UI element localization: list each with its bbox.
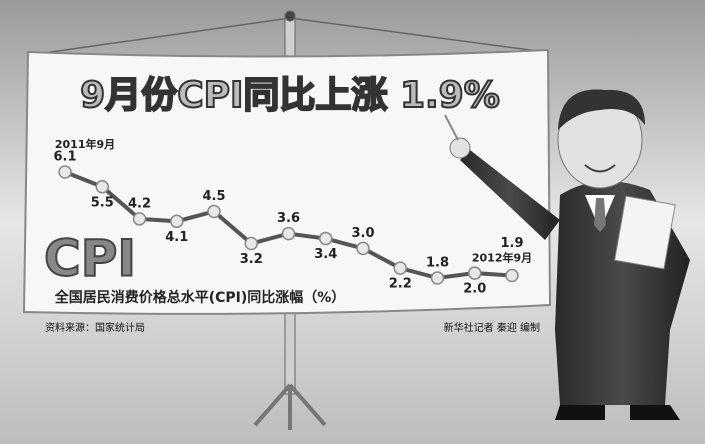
- point: [468, 266, 482, 280]
- point: [430, 271, 445, 285]
- point: [58, 165, 72, 179]
- point: [319, 231, 333, 246]
- chart-title: 9月份CPI同比上涨 1.9%: [80, 75, 500, 116]
- board: [22, 48, 552, 315]
- value-label: 3.4: [314, 247, 337, 262]
- point: [393, 261, 407, 275]
- value-label: 1.9: [500, 236, 523, 251]
- value-label: 4.2: [128, 196, 151, 211]
- value-label: 3.6: [277, 211, 300, 226]
- point: [281, 226, 296, 241]
- value-label: 6.1: [53, 150, 76, 165]
- point: [356, 241, 370, 256]
- point: [505, 268, 519, 283]
- value-label: 2.0: [463, 282, 486, 297]
- point: [95, 180, 109, 194]
- point: [132, 212, 147, 226]
- value-label: 3.0: [351, 226, 374, 241]
- value-label: 2.2: [389, 277, 412, 292]
- source: 资料来源：国家统计局: [45, 321, 145, 334]
- value-label: 3.2: [240, 252, 263, 267]
- logo: CPI: [44, 230, 136, 288]
- value-label: 4.5: [202, 189, 225, 204]
- value-label: 5.5: [91, 195, 114, 210]
- value-label: 4.1: [165, 230, 188, 245]
- category-label: 2012年9月: [472, 251, 532, 265]
- credit: 新华社记者 秦迎 编制: [444, 321, 540, 334]
- value-label: 1.8: [426, 256, 449, 271]
- category-label: 2011年9月: [55, 137, 115, 151]
- point: [244, 236, 258, 251]
- presenter: [444, 89, 690, 420]
- point: [207, 204, 221, 219]
- subtitle: 全国居民消费价格总水平(CPI)同比涨幅（%）: [54, 289, 346, 306]
- point: [170, 214, 184, 229]
